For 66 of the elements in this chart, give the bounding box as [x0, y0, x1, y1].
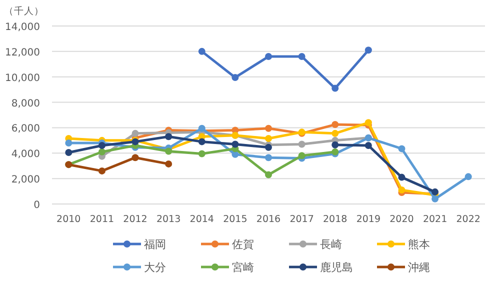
point	[265, 124, 272, 132]
point	[265, 171, 272, 178]
legend-label: 熊本	[408, 238, 430, 251]
point	[132, 154, 139, 162]
point	[332, 130, 339, 137]
legend-label: 宮崎	[232, 261, 254, 274]
x-tick-label: 2015	[223, 214, 248, 225]
point	[398, 174, 406, 181]
x-tick-label: 2016	[256, 214, 281, 225]
y-tick-label: 0	[34, 200, 40, 211]
point	[132, 130, 139, 137]
point	[364, 46, 372, 54]
point	[198, 150, 206, 158]
legend-label: 長崎	[320, 238, 342, 251]
point	[265, 53, 272, 60]
point	[398, 145, 406, 152]
point	[364, 119, 372, 126]
x-tick-label: 2019	[356, 214, 381, 225]
y-tick-label: 2,000	[11, 174, 40, 186]
point	[332, 84, 339, 92]
legend-label: 福岡	[144, 238, 166, 251]
x-tick-label: 2012	[123, 214, 148, 225]
point	[298, 152, 306, 160]
point	[198, 124, 206, 132]
y-tick-label: 14,000	[5, 22, 40, 33]
point	[364, 142, 372, 150]
y-tick-label: 10,000	[5, 72, 40, 84]
point	[65, 149, 72, 156]
point	[232, 74, 239, 81]
x-tick-label: 2011	[90, 214, 114, 225]
point	[432, 195, 439, 202]
y-tick-label: 4,000	[11, 149, 40, 160]
x-tick-label: 2013	[156, 214, 181, 225]
legend-label: 大分	[144, 261, 166, 274]
x-tick-label: 2014	[190, 214, 214, 225]
point	[332, 141, 339, 148]
point	[265, 144, 272, 151]
x-tick-label: 2018	[323, 214, 348, 225]
legend-label: 沖縄	[408, 261, 430, 274]
y-tick-label: 6,000	[11, 124, 40, 135]
point	[165, 133, 172, 140]
legend-label: 鹿児島	[320, 261, 353, 274]
point	[232, 140, 239, 148]
point	[165, 160, 172, 168]
point	[332, 121, 339, 128]
point	[98, 167, 106, 174]
x-tick-label: 2020	[390, 214, 414, 225]
point	[198, 48, 206, 55]
point	[298, 53, 306, 60]
legend-label: 佐賀	[232, 238, 254, 251]
point	[265, 154, 272, 162]
point	[98, 148, 106, 156]
point	[298, 140, 306, 148]
y-tick-label: 12,000	[5, 47, 40, 58]
point	[265, 135, 272, 142]
point	[464, 173, 472, 180]
point	[98, 142, 106, 150]
y-axis-title: （千人）	[4, 5, 44, 17]
x-tick-label: 2017	[290, 214, 314, 225]
y-tick-label: 8,000	[11, 98, 40, 110]
x-tick-label: 2022	[456, 214, 480, 225]
x-tick-label: 2010	[56, 214, 81, 225]
x-tick-label: 2021	[422, 214, 448, 225]
point	[198, 138, 206, 146]
point	[398, 186, 406, 194]
point	[65, 139, 72, 146]
